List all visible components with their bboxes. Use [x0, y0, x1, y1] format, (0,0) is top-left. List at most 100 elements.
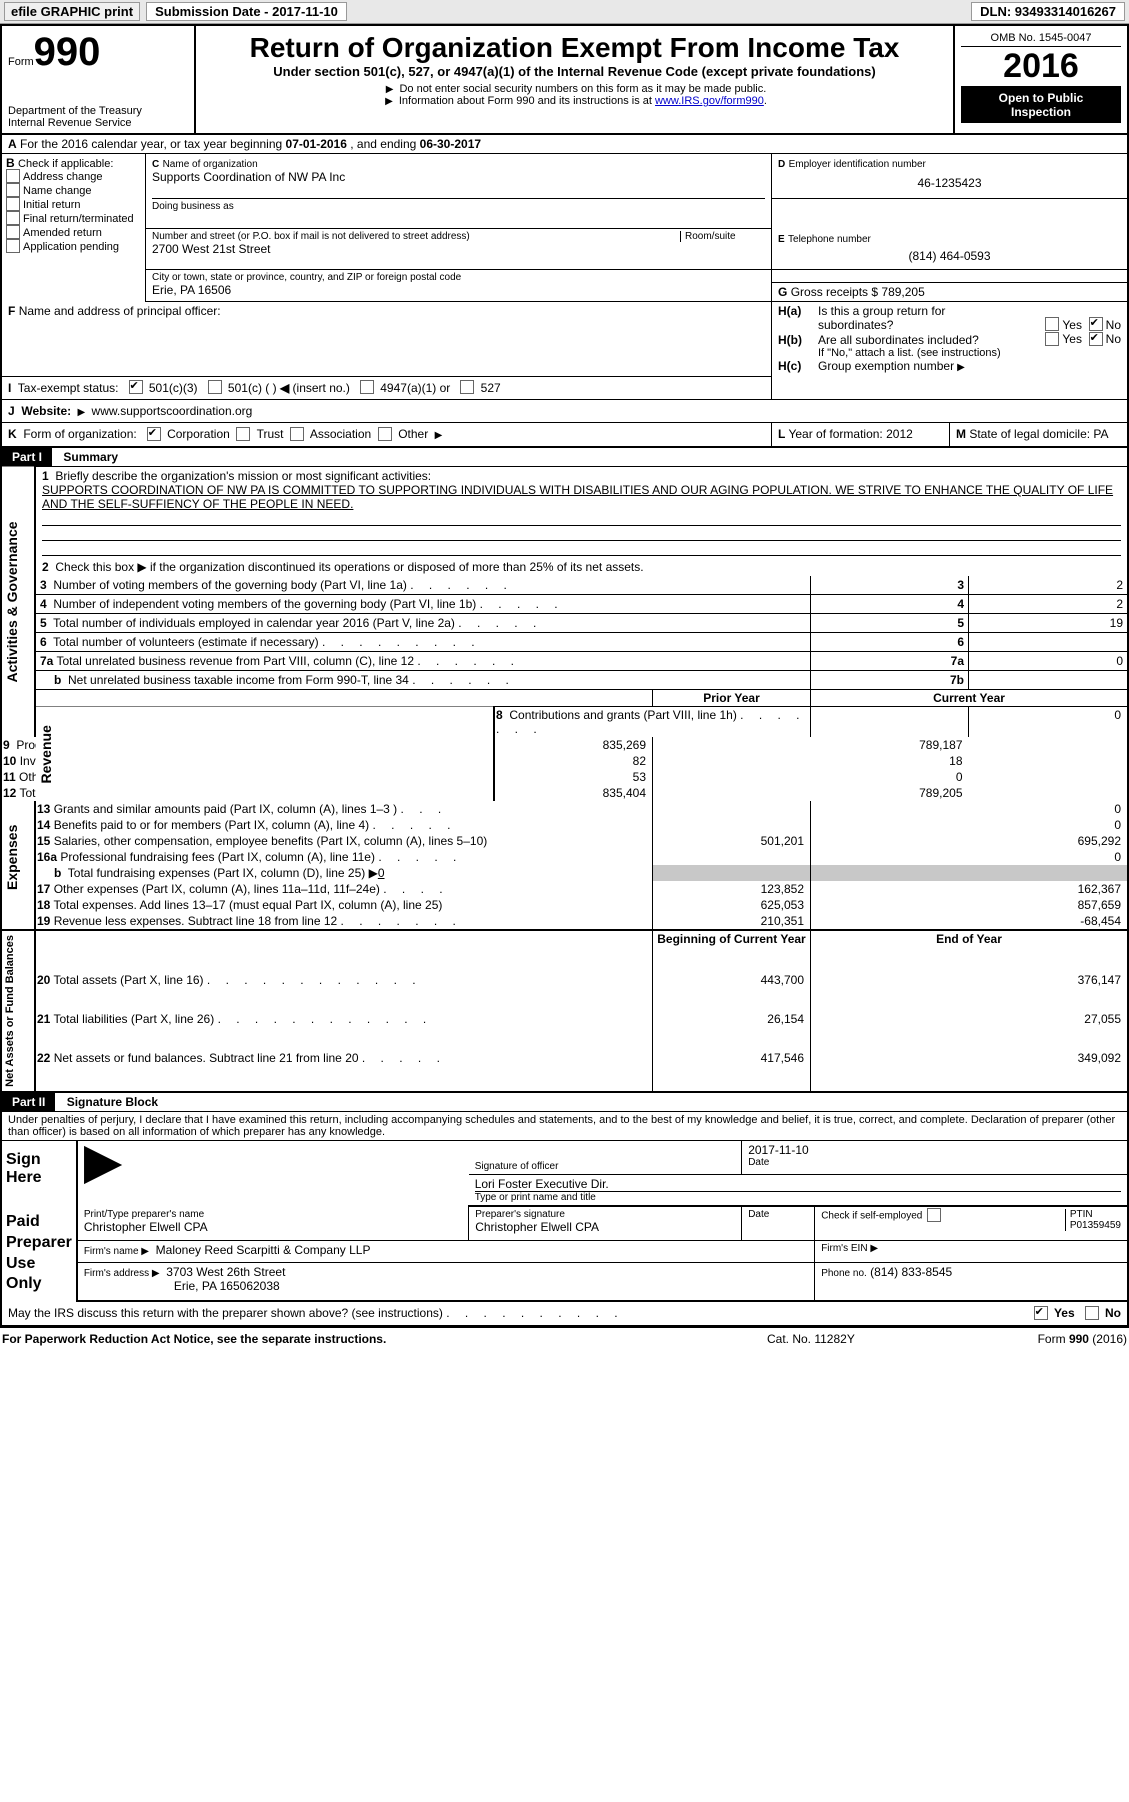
f-title: Name and address of principal officer: — [19, 304, 221, 318]
ln7a-v: 0 — [969, 652, 1129, 671]
label-c: C — [152, 159, 159, 170]
firm-name: Maloney Reed Scarpitti & Company LLP — [156, 1243, 371, 1257]
ln5-box: 5 — [811, 614, 969, 633]
dept-irs: Internal Revenue Service — [8, 117, 188, 129]
footer-mid: Cat. No. 11282Y — [767, 1332, 967, 1346]
label-f: F — [8, 304, 15, 318]
ln20-cy: 376,147 — [811, 972, 1129, 1011]
note-ssn: Do not enter social security numbers on … — [399, 83, 766, 95]
label-m: M — [956, 427, 966, 441]
ln9-cy: 789,187 — [653, 737, 969, 753]
chk-application-pending[interactable] — [6, 239, 20, 253]
chk-hb-yes[interactable] — [1045, 332, 1059, 346]
label-k: K — [8, 427, 17, 441]
b-item-1: Name change — [23, 185, 92, 197]
phone-label: Phone no. — [821, 1268, 867, 1279]
ln17-py: 123,852 — [653, 881, 811, 897]
efile-button[interactable]: efile GRAPHIC print — [4, 2, 140, 21]
ln20-py: 443,700 — [653, 972, 811, 1011]
ln7b-v — [969, 671, 1129, 690]
street-label: Number and street (or P.O. box if mail i… — [152, 231, 470, 242]
chk-final-return[interactable] — [6, 211, 20, 225]
ln3-t: Number of voting members of the governin… — [53, 578, 407, 592]
footer-form: 990 — [1069, 1332, 1089, 1346]
ln19-t: Revenue less expenses. Subtract line 18 … — [54, 914, 338, 928]
form-prefix: Form — [8, 56, 34, 68]
k-opt-2: Association — [310, 427, 371, 441]
ln7a-box: 7a — [811, 652, 969, 671]
chk-amended-return[interactable] — [6, 225, 20, 239]
q2: Check this box ▶ if the organization dis… — [55, 560, 643, 574]
ln20-t: Total assets (Part X, line 16) — [53, 973, 203, 987]
firm-addr2: Erie, PA 165062038 — [84, 1279, 280, 1293]
chk-ha-yes[interactable] — [1045, 317, 1059, 331]
chk-discuss-no[interactable] — [1085, 1306, 1099, 1320]
i-opt-4: 527 — [481, 381, 501, 395]
part2-title: Signature Block — [59, 1095, 158, 1109]
b-item-5: Application pending — [23, 241, 119, 253]
i-opt-2: (insert no.) — [293, 381, 350, 395]
ln20-no: 20 — [37, 973, 50, 987]
discuss-text: May the IRS discuss this return with the… — [8, 1306, 443, 1320]
b-item-0: Address change — [23, 171, 103, 183]
sig-officer-label: Signature of officer — [475, 1161, 736, 1172]
chk-discuss-yes[interactable] — [1034, 1306, 1048, 1320]
tax-year: 2016 — [1003, 47, 1079, 85]
topbar: efile GRAPHIC print Submission Date - 20… — [0, 0, 1129, 24]
chk-self-employed[interactable] — [927, 1208, 941, 1222]
ln6-t: Total number of volunteers (estimate if … — [53, 635, 318, 649]
chk-name-change[interactable] — [6, 183, 20, 197]
col-current: Current Year — [811, 690, 1129, 707]
a-text1: For the 2016 calendar year, or tax year … — [20, 137, 286, 151]
part1-bar: Part I — [2, 448, 52, 466]
chk-ha-no[interactable] — [1089, 317, 1103, 331]
ln15-py: 501,201 — [653, 833, 811, 849]
paid-preparer: Paid Preparer Use Only — [1, 1206, 77, 1301]
e-title: Telephone number — [788, 234, 871, 245]
ln5-no: 5 — [40, 616, 47, 630]
firm-name-label: Firm's name ▶ — [84, 1246, 149, 1257]
prep-name: Christopher Elwell CPA — [84, 1220, 462, 1234]
ln13-t: Grants and similar amounts paid (Part IX… — [54, 802, 397, 816]
ha-yes: Yes — [1062, 318, 1082, 332]
prep-sig: Christopher Elwell CPA — [475, 1220, 735, 1234]
chk-501c[interactable] — [208, 380, 222, 394]
ln13-cy: 0 — [811, 801, 1129, 817]
chk-initial-return[interactable] — [6, 197, 20, 211]
ha-text2: subordinates? — [818, 318, 1045, 332]
arrow-icon — [75, 404, 89, 418]
ln14-t: Benefits paid to or for members (Part IX… — [54, 818, 369, 832]
ln8-t: Contributions and grants (Part VIII, lin… — [509, 708, 736, 722]
ln21-py: 26,154 — [653, 1011, 811, 1050]
submission-date: Submission Date - 2017-11-10 — [146, 2, 347, 21]
i-opt-1: 501(c) ( ) — [228, 381, 277, 395]
chk-corp[interactable] — [147, 427, 161, 441]
a-end: 06-30-2017 — [420, 137, 481, 151]
ln15-t: Salaries, other compensation, employee b… — [54, 834, 488, 848]
ln22-no: 22 — [37, 1051, 50, 1065]
chk-other[interactable] — [378, 427, 392, 441]
label-d: D — [778, 159, 785, 170]
declaration: Under penalties of perjury, I declare th… — [1, 1111, 1128, 1140]
ln16b-grey2 — [811, 865, 1129, 881]
irs-link[interactable]: www.IRS.gov/form990 — [655, 95, 764, 107]
chk-4947[interactable] — [360, 380, 374, 394]
ln3-no: 3 — [40, 578, 47, 592]
form-number: 990 — [34, 30, 101, 74]
chk-527[interactable] — [460, 380, 474, 394]
chk-trust[interactable] — [236, 427, 250, 441]
chk-hb-no[interactable] — [1089, 332, 1103, 346]
date-label: Date — [748, 1157, 1121, 1168]
chk-address-change[interactable] — [6, 169, 20, 183]
ln16b-t: Total fundraising expenses (Part IX, col… — [68, 866, 378, 880]
chk-assoc[interactable] — [290, 427, 304, 441]
form-header: Form990 Department of the Treasury Inter… — [0, 24, 1129, 135]
ln7a-no: 7a — [40, 654, 53, 668]
g-title: Gross receipts $ — [791, 285, 878, 299]
ln22-cy: 349,092 — [811, 1050, 1129, 1092]
ln22-py: 417,546 — [653, 1050, 811, 1092]
org-name: Supports Coordination of NW PA Inc — [152, 170, 345, 184]
chk-501c3[interactable] — [129, 380, 143, 394]
note-info: Information about Form 990 and its instr… — [399, 95, 655, 107]
ln7b-t: Net unrelated business taxable income fr… — [68, 673, 409, 687]
